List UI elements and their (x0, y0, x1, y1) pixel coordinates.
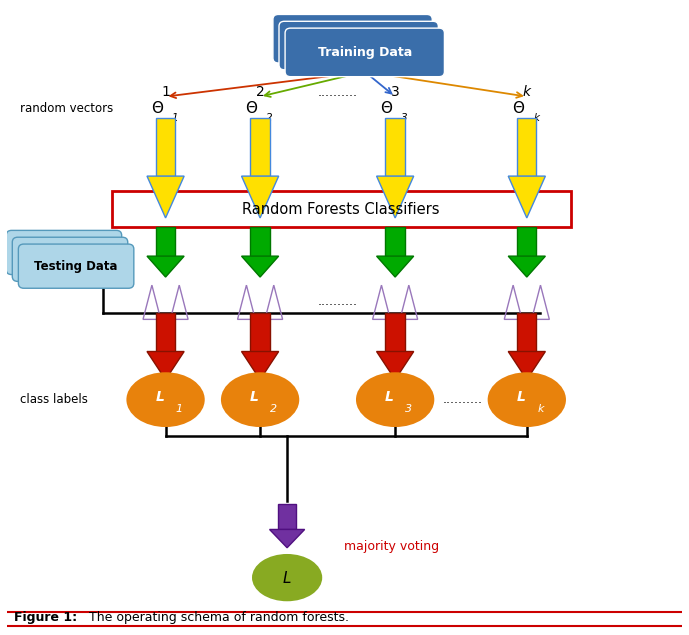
Text: k: k (533, 113, 539, 123)
Text: k: k (537, 404, 544, 414)
FancyBboxPatch shape (273, 15, 432, 63)
Text: ..........: .......... (442, 393, 483, 406)
Polygon shape (508, 352, 546, 380)
Text: 2: 2 (266, 113, 273, 123)
Text: $\Theta$: $\Theta$ (380, 100, 393, 116)
Polygon shape (242, 352, 278, 380)
Text: 2: 2 (270, 404, 278, 414)
Polygon shape (508, 256, 546, 277)
Polygon shape (242, 176, 278, 218)
FancyBboxPatch shape (279, 22, 438, 70)
FancyBboxPatch shape (12, 237, 127, 281)
Polygon shape (147, 176, 184, 218)
Polygon shape (147, 256, 184, 277)
Polygon shape (385, 118, 405, 176)
Text: ..........: .......... (318, 86, 358, 98)
Polygon shape (156, 227, 175, 256)
Polygon shape (377, 176, 413, 218)
Text: Random Forests Classifiers: Random Forests Classifiers (243, 202, 440, 217)
Polygon shape (250, 227, 270, 256)
Text: The operating schema of random forests.: The operating schema of random forests. (85, 611, 349, 624)
Polygon shape (147, 352, 184, 380)
Text: 1: 1 (176, 404, 183, 414)
Text: $\Theta$: $\Theta$ (151, 100, 164, 116)
Ellipse shape (221, 372, 299, 427)
Text: 3: 3 (391, 85, 400, 99)
Text: 2: 2 (256, 85, 265, 99)
Text: 3: 3 (401, 113, 408, 123)
Text: L: L (155, 390, 164, 404)
Text: k: k (523, 85, 531, 99)
Ellipse shape (126, 372, 205, 427)
FancyBboxPatch shape (285, 28, 444, 77)
Polygon shape (242, 256, 278, 277)
Ellipse shape (252, 554, 322, 601)
Text: L: L (385, 390, 393, 404)
FancyBboxPatch shape (112, 191, 570, 227)
Polygon shape (269, 530, 305, 548)
Polygon shape (377, 256, 413, 277)
Ellipse shape (488, 372, 566, 427)
Text: Training Data: Training Data (318, 46, 412, 59)
Polygon shape (250, 118, 270, 176)
Polygon shape (508, 176, 546, 218)
Text: 1: 1 (172, 113, 178, 123)
Text: ..........: .......... (318, 295, 358, 309)
Polygon shape (156, 118, 175, 176)
Polygon shape (156, 312, 175, 352)
Text: $\Theta$: $\Theta$ (512, 100, 525, 116)
Polygon shape (278, 504, 296, 530)
Polygon shape (517, 118, 537, 176)
Ellipse shape (356, 372, 434, 427)
Text: Figure 1:: Figure 1: (14, 611, 76, 624)
Text: random vectors: random vectors (21, 102, 114, 115)
Text: $L$: $L$ (282, 570, 292, 585)
Text: L: L (250, 390, 258, 404)
Polygon shape (385, 312, 405, 352)
Polygon shape (377, 352, 413, 380)
Text: 3: 3 (405, 404, 413, 414)
Text: class labels: class labels (21, 393, 88, 406)
Text: $\Theta$: $\Theta$ (245, 100, 258, 116)
Polygon shape (250, 312, 270, 352)
Text: majority voting: majority voting (344, 540, 440, 553)
Text: L: L (517, 390, 526, 404)
Text: Testing Data: Testing Data (34, 260, 118, 272)
FancyBboxPatch shape (19, 244, 134, 288)
Polygon shape (517, 312, 537, 352)
Polygon shape (385, 227, 405, 256)
Text: 1: 1 (161, 85, 170, 99)
Polygon shape (517, 227, 537, 256)
FancyBboxPatch shape (6, 231, 122, 274)
